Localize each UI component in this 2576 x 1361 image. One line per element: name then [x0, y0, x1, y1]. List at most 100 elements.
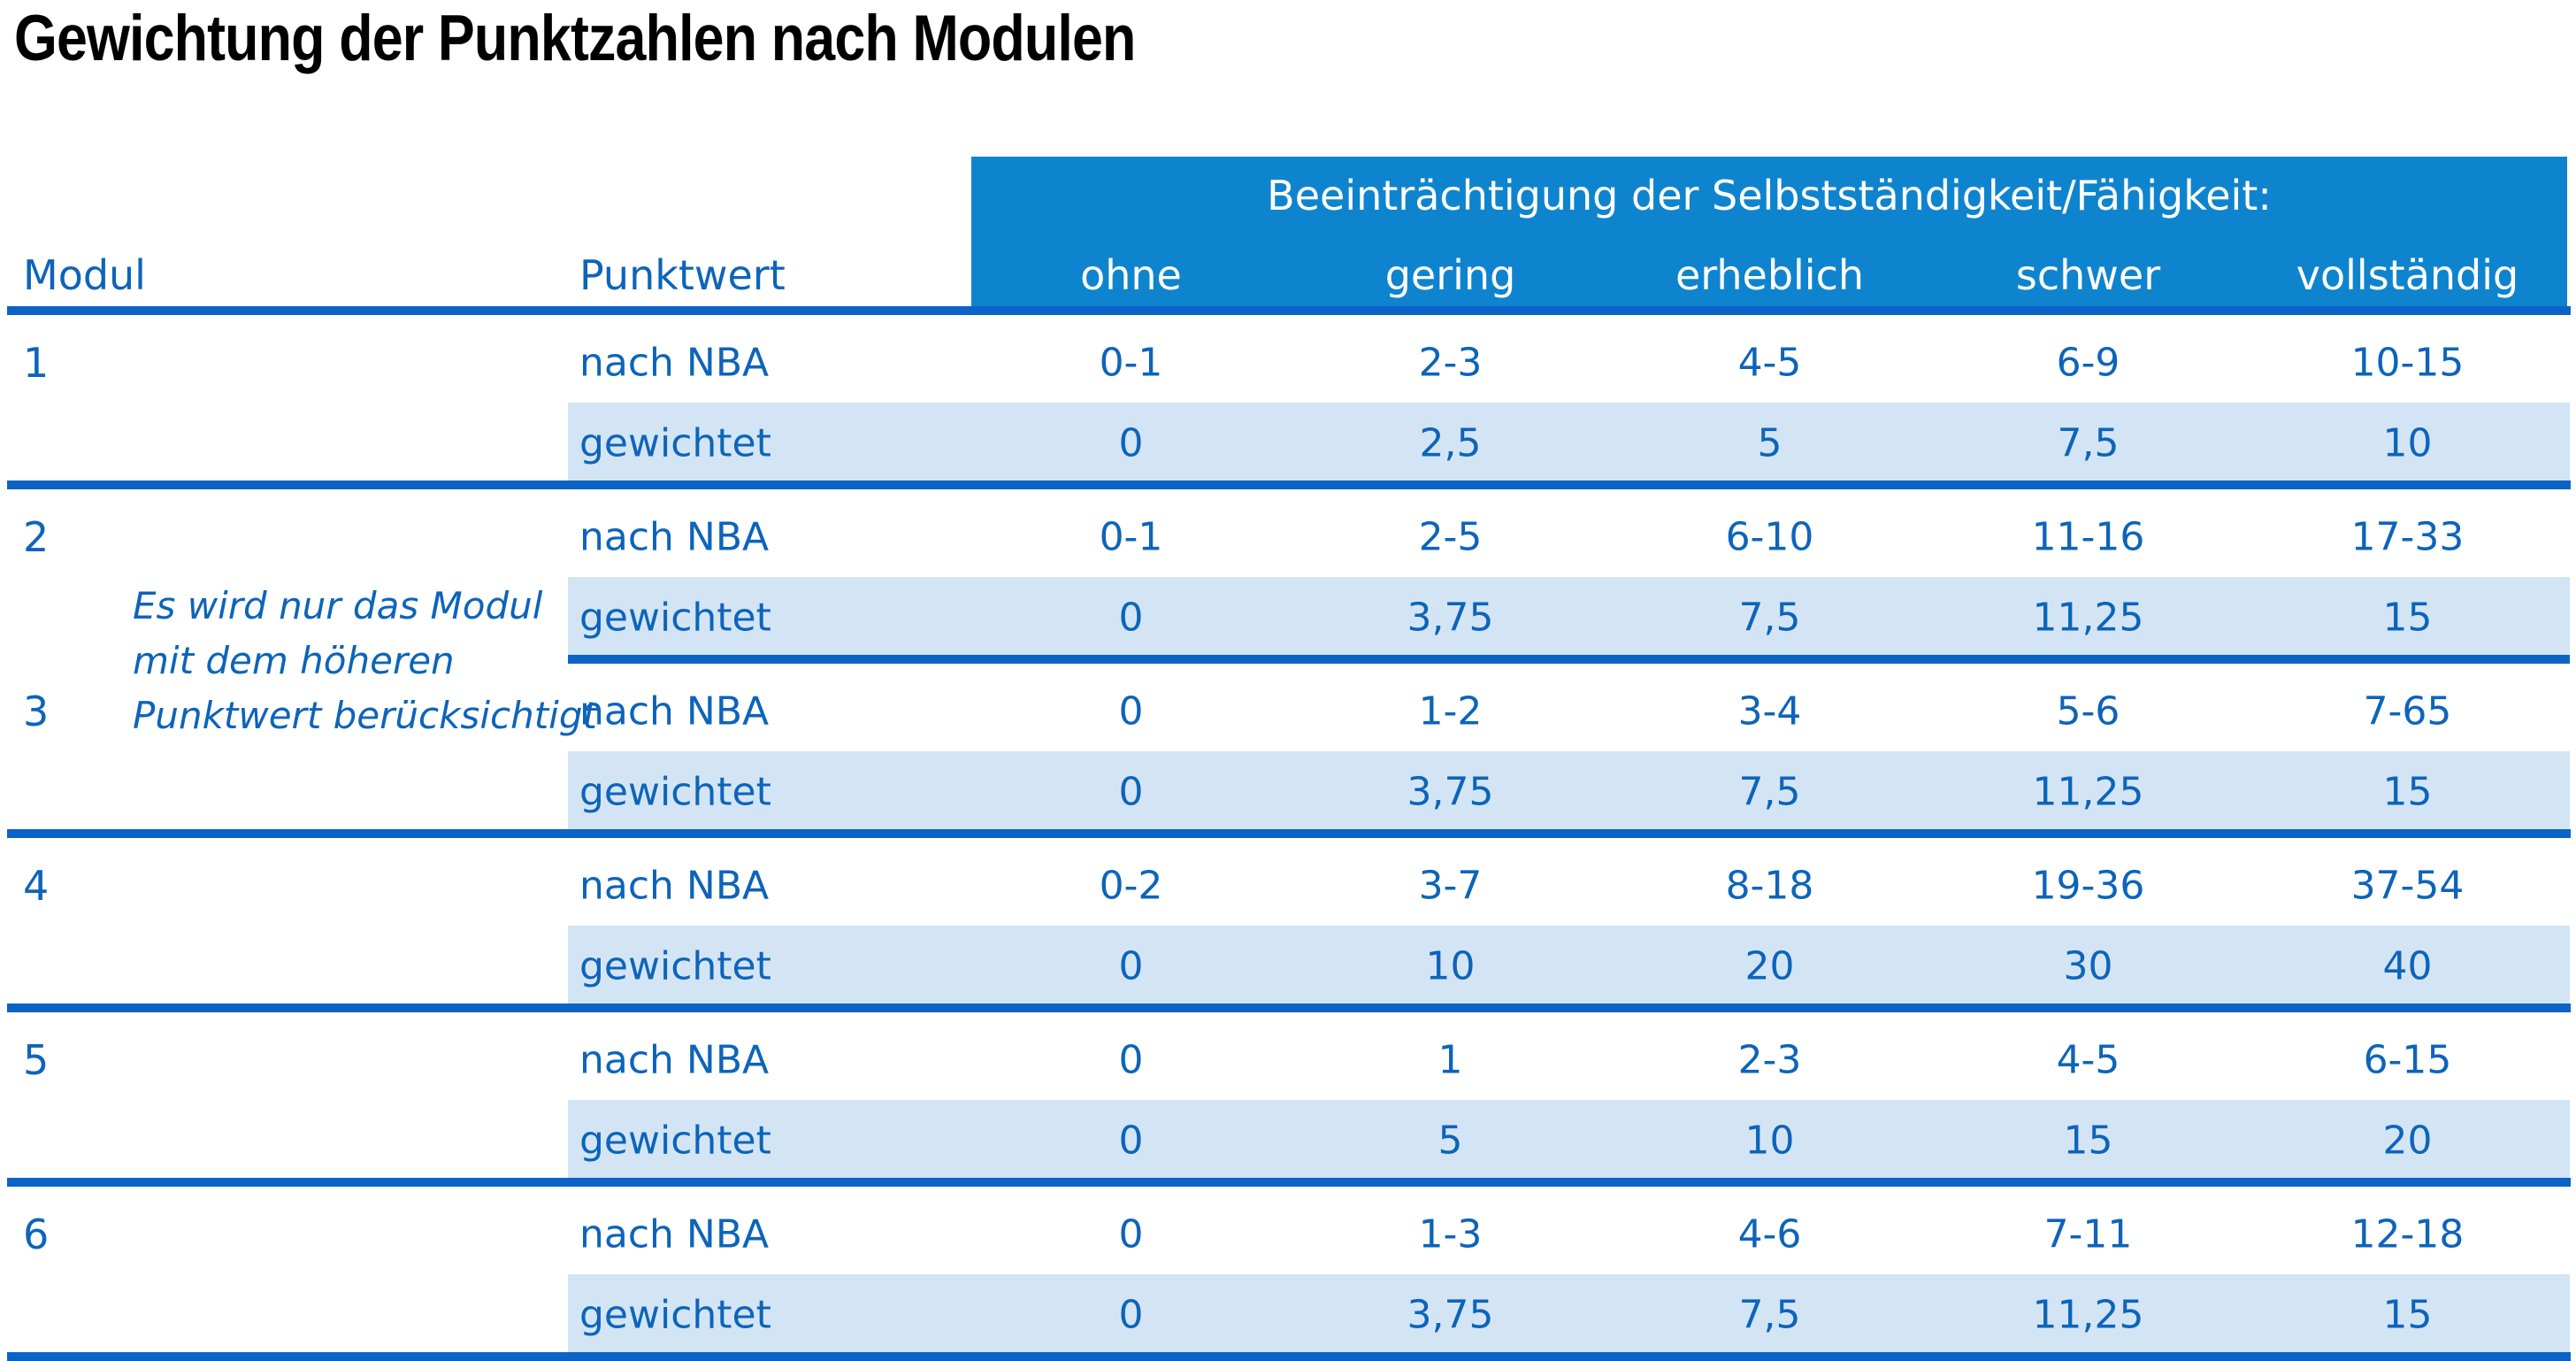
severity-header-band: [971, 157, 2567, 306]
value-cell: 2,5: [1419, 420, 1482, 466]
band-heading: Beeinträchtigung der Selbstständigkeit/F…: [1267, 172, 2272, 219]
value-cell: 40: [2382, 943, 2433, 989]
severity-label-erheblich: erheblich: [1675, 251, 1865, 299]
group-rule: [568, 655, 2570, 664]
value-cell: 15: [2382, 769, 2433, 815]
value-cell: 1: [1438, 1037, 1463, 1083]
value-cell: 2-3: [1737, 1037, 1802, 1083]
row-label-weighted: gewichtet: [579, 595, 771, 641]
module-group-4: 4 nach NBA 0-2 3-7 8-18 19-36 37-54 gewichtet 0 1…: [0, 838, 2576, 1012]
value-cell: 6-10: [1725, 514, 1814, 560]
value-cell: 3,75: [1407, 1292, 1494, 1338]
value-cell: 0: [1118, 688, 1144, 734]
pointvalue-column-header: Punktwert: [579, 251, 786, 299]
value-cell: 0-2: [1099, 863, 1163, 909]
weighted-row: gewichtet 0 3,75 7,5 11,25 15: [0, 751, 2576, 829]
note-line: Es wird nur das Modul: [133, 584, 543, 627]
row-label-nba: nach NBA: [579, 514, 770, 560]
value-cell: 4-5: [2056, 1037, 2120, 1083]
module-number: 2: [23, 513, 50, 562]
group-rule: [7, 481, 2571, 489]
value-cell: 0: [1118, 595, 1144, 641]
module-column-header: Modul: [23, 251, 146, 299]
severity-label-gering: gering: [1384, 251, 1516, 299]
note-line: mit dem höheren: [133, 639, 455, 682]
module-group-6: 6 nach NBA 0 1-3 4-6 7-11 12-18 gewichtet 0 3,75 7…: [0, 1187, 2576, 1361]
nba-row: 2 nach NBA 0-1 2-5 6-10 11-16 17-33: [0, 489, 2576, 577]
severity-label-vollstaendig: vollständig: [2296, 251, 2519, 299]
value-cell: 7,5: [1738, 1292, 1801, 1338]
nba-row: 5 nach NBA 0 1 2-3 4-5 6-15: [0, 1012, 2576, 1100]
group-rule: [7, 1003, 2571, 1012]
note-line: Punktwert berücksichtigt: [133, 694, 597, 737]
nba-row: 3 nach NBA 0 1-2 3-4 5-6 7-65: [0, 664, 2576, 751]
value-cell: 11,25: [2032, 1292, 2144, 1338]
module-number: 3: [23, 688, 50, 736]
weighted-row: gewichtet 0 3,75 7,5 11,25 15: [0, 1274, 2576, 1352]
value-cell: 15: [2382, 1292, 2433, 1338]
value-cell: 10: [1425, 943, 1476, 989]
value-cell: 0: [1118, 943, 1144, 989]
value-cell: 0: [1118, 1292, 1144, 1338]
module-number: 4: [23, 862, 50, 911]
row-label-weighted: gewichtet: [579, 420, 771, 466]
weighted-row: gewichtet 0 10 20 30 40: [0, 926, 2576, 1003]
value-cell: 0-1: [1099, 340, 1163, 386]
value-cell: 3,75: [1407, 769, 1494, 815]
weighted-row: gewichtet 0 2,5 5 7,5 10: [0, 403, 2576, 481]
value-cell: 0: [1118, 420, 1144, 466]
weighted-row: gewichtet 0 5 10 15 20: [0, 1100, 2576, 1178]
value-cell: 3,75: [1407, 595, 1494, 641]
value-cell: 3-4: [1737, 688, 1802, 734]
value-cell: 1-2: [1418, 688, 1483, 734]
row-label-nba: nach NBA: [579, 340, 770, 386]
value-cell: 11,25: [2032, 769, 2144, 815]
value-cell: 17-33: [2350, 514, 2465, 560]
value-cell: 5: [1438, 1118, 1463, 1164]
module-number: 6: [23, 1211, 50, 1259]
value-cell: 5: [1757, 420, 1782, 466]
value-cell: 1-3: [1418, 1211, 1483, 1257]
module-number: 1: [23, 339, 50, 388]
row-label-nba: nach NBA: [579, 1037, 770, 1083]
value-cell: 5-6: [2056, 688, 2120, 734]
value-cell: 11,25: [2032, 595, 2144, 641]
value-cell: 12-18: [2350, 1211, 2465, 1257]
weighted-row: gewichtet 0 3,75 7,5 11,25 15: [0, 577, 2576, 655]
value-cell: 20: [1744, 943, 1795, 989]
nba-row: 1 nach NBA 0-1 2-3 4-5 6-9 10-15: [0, 315, 2576, 403]
value-cell: 2-5: [1418, 514, 1483, 560]
value-cell: 8-18: [1725, 863, 1814, 909]
severity-label-schwer: schwer: [2015, 251, 2161, 299]
value-cell: 19-36: [2031, 863, 2145, 909]
value-cell: 4-5: [1737, 340, 1802, 386]
row-label-weighted: gewichtet: [579, 1292, 771, 1338]
value-cell: 4-6: [1737, 1211, 1802, 1257]
group-rule: [7, 1352, 2571, 1361]
nba-row: 6 nach NBA 0 1-3 4-6 7-11 12-18: [0, 1187, 2576, 1274]
value-cell: 10-15: [2350, 340, 2465, 386]
value-cell: 15: [2382, 595, 2433, 641]
row-label-weighted: gewichtet: [579, 769, 771, 815]
row-label-nba: nach NBA: [579, 863, 770, 909]
value-cell: 3-7: [1418, 863, 1483, 909]
module-group-1: 1 nach NBA 0-1 2-3 4-5 6-9 10-15 gewichtet 0 2,5 5…: [0, 315, 2576, 489]
value-cell: 37-54: [2350, 863, 2465, 909]
row-label-weighted: gewichtet: [579, 1118, 771, 1164]
nba-row: 4 nach NBA 0-2 3-7 8-18 19-36 37-54: [0, 838, 2576, 926]
value-cell: 7-11: [2043, 1211, 2133, 1257]
value-cell: 11-16: [2031, 514, 2145, 560]
severity-label-ohne: ohne: [1080, 251, 1182, 299]
value-cell: 10: [1744, 1118, 1795, 1164]
value-cell: 0-1: [1099, 514, 1163, 560]
row-label-nba: nach NBA: [579, 1211, 770, 1257]
value-cell: 0: [1118, 769, 1144, 815]
value-cell: 0: [1118, 1211, 1144, 1257]
value-cell: 0: [1118, 1037, 1144, 1083]
value-cell: 10: [2382, 420, 2433, 466]
value-cell: 7,5: [2057, 420, 2120, 466]
group-rule: [7, 829, 2571, 838]
row-label-weighted: gewichtet: [579, 943, 771, 989]
